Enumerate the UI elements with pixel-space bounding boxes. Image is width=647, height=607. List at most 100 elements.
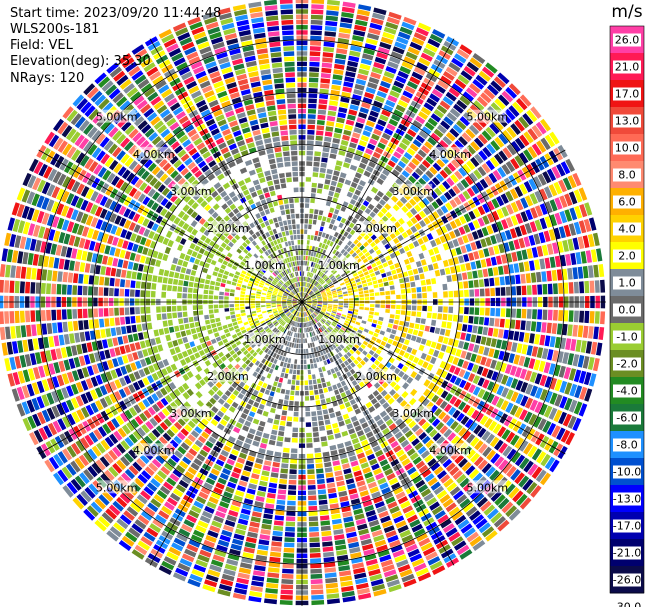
velocity-gate-4978	[27, 223, 36, 236]
velocity-gate-160	[310, 235, 314, 241]
velocity-gate-650	[451, 83, 464, 94]
velocity-gate-211	[314, 230, 319, 236]
velocity-gate-4803	[104, 277, 110, 286]
velocity-gate-1523	[485, 288, 490, 297]
velocity-gate-1615	[401, 305, 406, 310]
velocity-gate-1696	[556, 323, 563, 335]
velocity-gate-3807	[221, 394, 229, 401]
velocity-gate-4038	[99, 456, 110, 468]
velocity-gate-313	[321, 232, 326, 238]
velocity-gate-2924	[327, 434, 335, 441]
velocity-gate-4496	[81, 343, 88, 354]
velocity-gate-64	[305, 198, 310, 203]
velocity-gate-2747	[303, 306, 306, 312]
velocity-gate-4973	[53, 230, 61, 242]
velocity-gate-188	[334, 58, 346, 65]
velocity-gate-866	[512, 101, 524, 114]
velocity-gate-346	[377, 46, 390, 55]
velocity-gate-1337	[578, 220, 587, 234]
velocity-gate-4604	[41, 323, 48, 335]
velocity-gate-2781	[373, 496, 383, 504]
velocity-gate-3005	[341, 585, 354, 592]
velocity-gate-208	[310, 251, 314, 257]
velocity-gate-748	[442, 136, 453, 146]
velocity-gate-2816	[336, 415, 344, 422]
velocity-gate-1690	[525, 320, 531, 331]
velocity-gate-4375	[182, 336, 189, 344]
velocity-gate-4402	[41, 379, 50, 392]
velocity-gate-2564	[404, 462, 414, 471]
velocity-gate-1183	[316, 294, 321, 297]
velocity-gate-468	[338, 222, 344, 229]
velocity-gate-2724	[375, 472, 385, 481]
velocity-gate-3819	[177, 446, 187, 455]
velocity-gate-1607	[354, 303, 359, 307]
velocity-gate-832	[367, 238, 373, 244]
velocity-gate-3229	[290, 390, 295, 396]
velocity-gate-3940	[102, 490, 114, 502]
velocity-gate-4772	[287, 300, 292, 302]
velocity-gate-319	[335, 187, 342, 194]
velocity-gate-3515	[197, 554, 210, 563]
velocity-gate-2494	[349, 368, 356, 375]
velocity-gate-196	[340, 17, 353, 24]
velocity-gate-3447	[241, 470, 251, 477]
velocity-gate-4755	[72, 285, 78, 295]
velocity-gate-4211	[246, 327, 252, 332]
velocity-gate-4794	[151, 283, 157, 290]
velocity-gate-4807	[83, 274, 89, 284]
velocity-gate-4808	[78, 273, 84, 284]
velocity-gate-2408	[445, 462, 456, 472]
velocity-gate-1879	[435, 342, 442, 350]
velocity-gate-1329	[538, 232, 546, 244]
velocity-gate-4051	[285, 311, 290, 315]
velocity-gate-2566	[409, 471, 420, 480]
velocity-gate-1416	[451, 274, 457, 282]
velocity-gate-4761	[40, 282, 46, 294]
velocity-gate-723	[346, 247, 352, 253]
velocity-gate-742	[421, 159, 431, 169]
velocity-gate-1965	[330, 314, 336, 318]
velocity-gate-4039	[95, 459, 106, 471]
velocity-gate-726	[356, 235, 363, 241]
velocity-gate-887	[394, 221, 401, 229]
velocity-gate-961	[485, 159, 495, 171]
velocity-gate-2461	[430, 462, 441, 472]
velocity-gate-4023	[161, 408, 170, 417]
velocity-gate-3476	[290, 326, 294, 331]
velocity-gate-1309	[432, 262, 439, 270]
velocity-gate-4936	[272, 293, 277, 296]
velocity-gate-390	[380, 80, 391, 89]
velocity-gate-4529	[162, 320, 168, 327]
velocity-gate-1991	[482, 379, 490, 389]
velocity-gate-1732	[492, 328, 499, 338]
velocity-gate-74	[307, 119, 316, 125]
velocity-gate-4661	[19, 310, 25, 323]
velocity-gate-4336	[115, 367, 123, 377]
velocity-gate-3573	[177, 562, 191, 572]
velocity-gate-3694	[261, 358, 267, 364]
velocity-gate-2653	[340, 380, 347, 387]
velocity-gate-1196	[389, 264, 395, 270]
velocity-gate-269	[333, 170, 340, 177]
velocity-gate-3292	[270, 472, 279, 478]
velocity-gate-3586	[270, 357, 275, 363]
velocity-gate-2811	[326, 381, 331, 387]
velocity-gate-2674	[391, 482, 401, 490]
velocity-gate-1346	[332, 293, 338, 297]
velocity-gate-1373	[490, 256, 497, 266]
velocity-gate-486	[386, 123, 396, 132]
velocity-gate-954	[456, 182, 465, 192]
velocity-gate-2843	[380, 559, 394, 568]
velocity-gate-3441	[254, 435, 262, 442]
velocity-gate-3773	[153, 494, 165, 504]
velocity-gate-2151	[488, 420, 498, 432]
velocity-gate-4655	[51, 309, 57, 321]
velocity-gate-3397	[246, 488, 256, 495]
velocity-gate-4989	[267, 290, 273, 293]
velocity-gate-4398	[61, 373, 70, 385]
velocity-gate-1723	[441, 321, 447, 328]
velocity-gate-1270	[519, 224, 527, 236]
velocity-gate-1386	[557, 241, 564, 253]
